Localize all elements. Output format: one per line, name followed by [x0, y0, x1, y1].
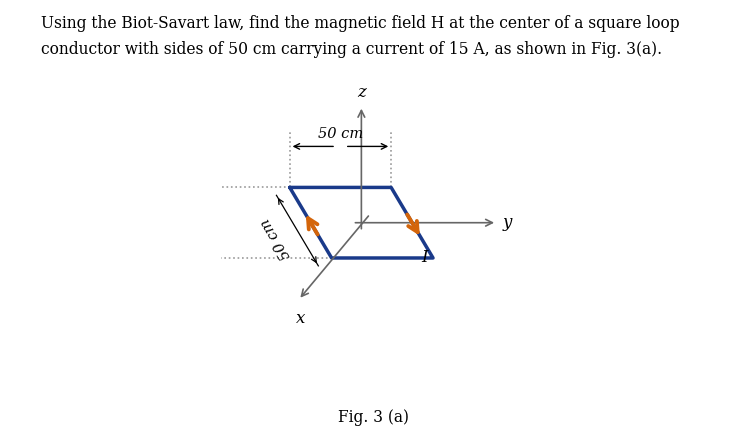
- Text: x: x: [296, 310, 306, 327]
- Text: Using the Biot-Savart law, find the magnetic field H at the center of a square l: Using the Biot-Savart law, find the magn…: [41, 15, 680, 33]
- Text: I: I: [421, 249, 428, 266]
- Text: z: z: [357, 83, 366, 101]
- Text: y: y: [502, 214, 512, 231]
- Text: conductor with sides of 50 cm carrying a current of 15 A, as shown in Fig. 3(a).: conductor with sides of 50 cm carrying a…: [41, 41, 662, 58]
- Text: Fig. 3 (a): Fig. 3 (a): [338, 408, 409, 426]
- Text: 50 cm: 50 cm: [317, 127, 363, 141]
- Text: 50 cm: 50 cm: [258, 216, 294, 262]
